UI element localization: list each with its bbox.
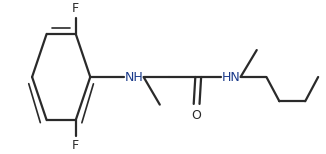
Text: NH: NH [125,71,144,83]
Text: F: F [72,139,79,152]
Text: F: F [72,2,79,15]
Text: O: O [192,109,201,122]
Text: HN: HN [222,71,241,83]
